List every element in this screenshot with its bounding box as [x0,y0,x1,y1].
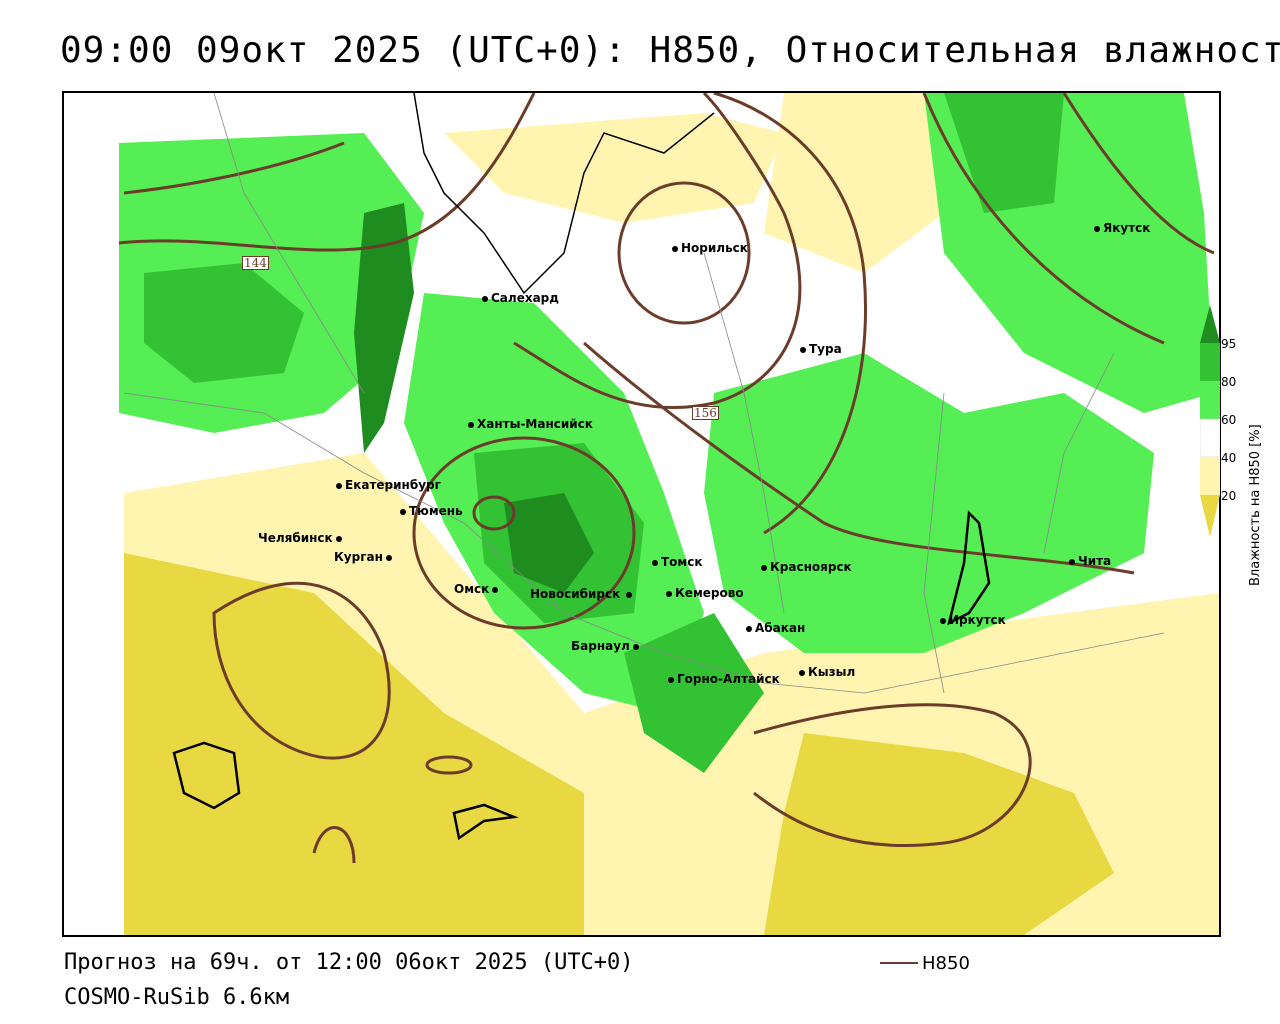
contour-line [425,755,473,775]
colorbar-segment-20-40 [1200,457,1220,495]
colorbar-title: Влажность на H850 [%] [1248,424,1263,586]
city-irkutsk: Иркутск [940,613,1006,627]
contour-line [123,141,345,195]
contour-line [472,495,516,531]
colorbar-segment-60-80 [1200,381,1220,419]
h850-contours [118,93,1215,864]
city-marker-icon [492,586,499,593]
colorbar-segment-40-60 [1199,418,1221,458]
city-norilsk: Норильск [672,241,748,255]
city-marker-icon [335,535,342,542]
city-gorno-altaysk: Горно-Алтайск [668,672,780,686]
city-marker-icon [400,508,406,515]
humid-siberia [704,353,1154,653]
contour-line [617,181,751,325]
city-marker-icon [385,554,392,561]
page-title: 09:00 09окт 2025 (UTC+0): H850, Относите… [60,30,1280,71]
contour-line [118,93,536,252]
humid-band-west [354,203,414,453]
colorbar: 95 80 60 40 20 [1199,305,1280,545]
caspian-sea-outline [172,741,241,810]
colorbar-tick: 20 [1221,489,1237,503]
dry-north [444,113,784,223]
city-kyzyl: Кызыл [799,665,855,679]
city-tura: Тура [800,342,842,356]
humid-central-max [504,493,594,593]
city-chelyabinsk: Челябинск [258,531,345,545]
lake-balkhash [452,803,519,841]
city-marker-icon [336,482,342,489]
colorbar-tick: 80 [1221,375,1237,389]
admin-borders [123,93,1165,694]
city-salekhard: Салехард [482,291,559,305]
city-krasnoyarsk: Красноярск [761,560,852,574]
colorbar-arrow-top [1200,305,1220,343]
colorbar-tick: 95 [1221,337,1237,351]
contour-line [753,703,1032,847]
city-chita: Чита [1069,554,1111,568]
contour-line [1062,93,1215,255]
forecast-info: Прогноз на 69ч. от 12:00 06окт 2025 (UTC… [64,950,634,975]
city-omsk: Омск [454,582,501,596]
arctic-coast [413,93,715,295]
contour-line [713,93,868,535]
contour-label-156: 156 [692,406,719,420]
city-marker-icon [482,295,488,302]
city-marker-icon [800,346,806,353]
contour-line [513,93,802,409]
contour-label-144: 144 [242,256,269,270]
colorbar-segment-80-95 [1200,343,1220,381]
city-barnaul: Барнаул [571,639,642,653]
city-tyumen: Тюмень [400,504,463,518]
humid-east-core [944,93,1064,213]
city-marker-icon [672,245,678,252]
city-marker-icon [799,669,805,676]
contour-line [312,826,356,864]
colorbar-tick: 40 [1221,451,1237,465]
city-ekaterinburg: Екатеринбург [336,478,441,492]
colorbar-scale [1199,305,1221,537]
colorbar-arrow-bottom [1200,495,1220,537]
lake-baikal [947,510,991,626]
city-marker-icon [761,564,767,571]
humid-south-strip [624,613,764,773]
contour-line [583,341,1135,575]
city-marker-icon [652,559,658,566]
humid-west-core [144,263,304,383]
colorbar-tick: 60 [1221,413,1237,427]
city-marker-icon [626,591,633,598]
contour-legend-label: H850 [922,953,970,974]
city-marker-icon [668,676,674,683]
city-marker-icon [1094,225,1100,232]
city-marker-icon [1069,558,1075,565]
city-marker-icon [940,617,946,624]
very-dry-southwest [124,553,584,935]
city-tomsk: Томск [652,555,703,569]
humidity-field [64,93,1219,935]
city-khanty-mansiysk: Ханты-Мансийск [468,417,593,431]
city-novosibirsk: Новосибирск [530,587,635,601]
contour-line [412,436,636,630]
dry-northeast [764,93,944,273]
map-panel[interactable]: 144 156 Норильск Якутск Салехард Тура Ха… [62,91,1221,937]
contour-line [212,581,391,760]
city-kemerovo: Кемерово [666,586,744,600]
city-marker-icon [632,643,639,650]
city-marker-icon [666,590,672,597]
contour-line [922,93,1165,345]
city-abakan: Абакан [746,621,805,635]
contour-legend-line [880,962,918,964]
city-marker-icon [468,421,474,428]
city-kurgan: Курган [334,550,395,564]
city-yakutsk: Якутск [1094,221,1150,235]
city-marker-icon [746,625,752,632]
model-name: COSMO-RuSib 6.6км [64,985,290,1010]
coastlines [172,93,991,841]
